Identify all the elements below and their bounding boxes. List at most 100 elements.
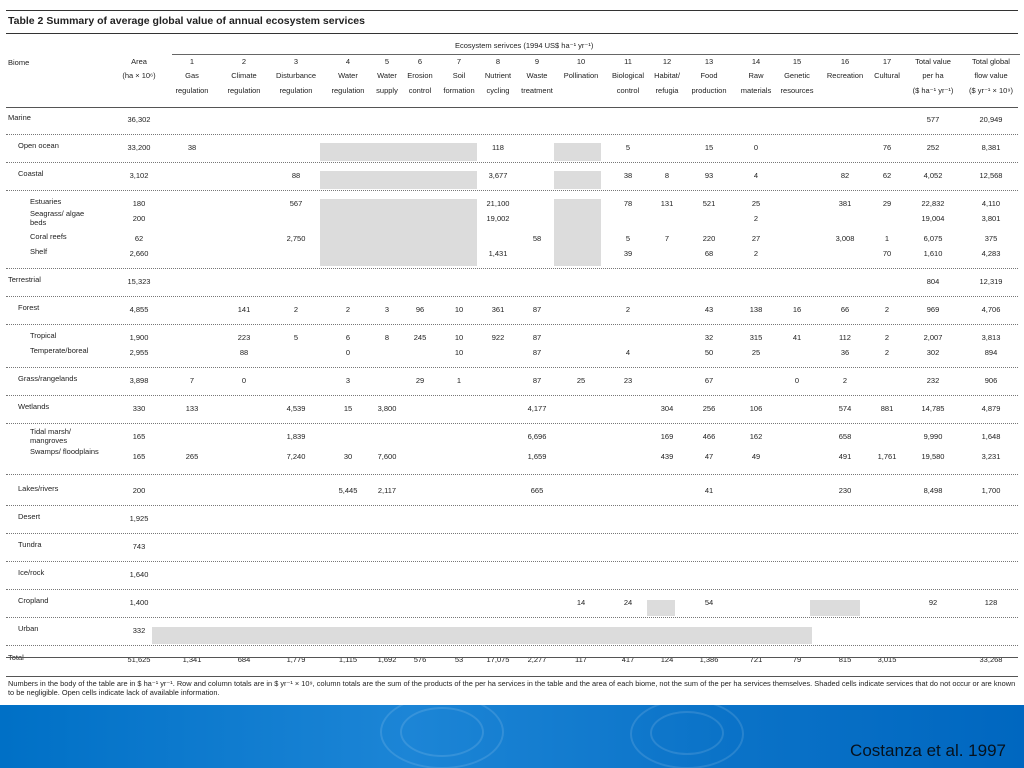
table-row: Total 51,625 1,341 684 1,779 1,115 1,692 576 53 1… — [0, 653, 1024, 666]
table-cell: 15 — [343, 404, 353, 413]
row-label: Tidal marsh/ mangroves — [30, 427, 71, 445]
row-divider — [6, 645, 1018, 646]
table-cell: 4,110 — [981, 199, 1001, 208]
table-cell: 2 — [842, 376, 848, 385]
table-cell: 38 — [623, 171, 633, 180]
table-cell: 906 — [984, 376, 998, 385]
row-divider — [6, 367, 1018, 368]
column-header-18-l1: Cultural — [874, 71, 900, 80]
table-cell: 1,779 — [286, 655, 306, 664]
column-header-17-l1: Recreation — [826, 71, 864, 80]
citation-credit: Costanza et al. 1997 — [850, 741, 1006, 760]
column-header-15-l2: materials — [740, 86, 772, 95]
table-cell: 20,949 — [979, 115, 1003, 124]
table-cell: 1,925 — [129, 514, 149, 523]
table-cell: 2 — [884, 305, 890, 314]
row-divider — [6, 561, 1018, 562]
table-cell: 16 — [792, 305, 802, 314]
shade-cropland-16 — [810, 600, 860, 616]
table-cell: 117 — [575, 655, 587, 664]
table-cell: 92 — [928, 598, 938, 607]
table-cell: 8 — [384, 333, 390, 342]
table-cell: 50 — [704, 348, 714, 357]
table-row: Coral reefs 62 2,750 58 5 7 220 27 3,008 1 6,075 37… — [0, 232, 1024, 245]
table-row: Lakes/rivers 200 5,445 2,117 665 41 230 8,498 1,… — [0, 484, 1024, 497]
table-cell: 265 — [185, 452, 199, 461]
column-header-2-l1: Gas — [185, 71, 199, 80]
table-cell: 1,648 — [981, 432, 1001, 441]
table-cell: 47 — [704, 452, 714, 461]
table-cell: 30 — [343, 452, 353, 461]
table-cell: 1,700 — [981, 486, 1001, 495]
table-cell: 23 — [623, 376, 633, 385]
table-row: Cropland 1,400 14 24 54 92 128 — [0, 596, 1024, 609]
table-row: Estuaries 180 567 21,100 78 131 521 25 381 29 22,8… — [0, 197, 1024, 210]
table-cell: 8,498 — [923, 486, 943, 495]
table-cell: 1,640 — [129, 570, 149, 579]
table-cell: 25 — [751, 199, 761, 208]
table-row: Open ocean 33,200 38 118 5 15 0 76 252 8,381 — [0, 141, 1024, 154]
row-divider — [6, 423, 1018, 424]
row-divider — [6, 190, 1018, 191]
table-cell: 1,610 — [923, 249, 943, 258]
table-cell: 2,277 — [527, 655, 547, 664]
row-label: Swamps/ floodplains — [30, 447, 99, 456]
column-header-14-l1: Food — [700, 71, 718, 80]
column-header-5-l2: regulation — [331, 86, 365, 95]
table-cell: 3 — [384, 305, 390, 314]
table-cell: 665 — [530, 486, 544, 495]
table-cell: 112 — [839, 333, 851, 342]
table-cell: 0 — [753, 143, 759, 152]
row-label: Grass/rangelands — [18, 374, 78, 383]
column-header-11-l1: Pollination — [563, 71, 599, 80]
table-cell: 33,268 — [979, 655, 1003, 664]
table-cell: 27 — [751, 234, 761, 243]
column-header-20-l1: Total global — [972, 57, 1010, 66]
slide-content: Table 2 Summary of average global value … — [0, 10, 1024, 697]
table-cell: 1,659 — [527, 452, 547, 461]
table-row: Marine 36,302 577 20,949 — [0, 113, 1024, 126]
table-cell: 25 — [751, 348, 761, 357]
row-label: Coral reefs — [30, 232, 67, 241]
column-header-6-l2: supply — [376, 86, 398, 95]
row-divider — [6, 395, 1018, 396]
table-cell: 165 — [132, 452, 146, 461]
column-header-18-num: 17 — [882, 57, 892, 66]
row-divider — [6, 324, 1018, 325]
slide-footer-band: Costanza et al. 1997 — [0, 705, 1024, 768]
table-cell: 17,075 — [486, 655, 510, 664]
column-header-16-num: 15 — [792, 57, 802, 66]
table-cell: 62 — [882, 171, 892, 180]
table-cell: 2 — [884, 333, 890, 342]
table-cell: 0 — [345, 348, 351, 357]
table-cell: 67 — [704, 376, 714, 385]
column-header-3-num: 2 — [241, 57, 247, 66]
column-header-2-l2: regulation — [175, 86, 209, 95]
shade-coastal-sub-4-7 — [320, 199, 477, 266]
biome-header: Biome — [8, 58, 30, 67]
table-cell: 7,600 — [377, 452, 397, 461]
shade-cropland-12 — [647, 600, 675, 616]
table-cell: 88 — [291, 171, 301, 180]
row-divider — [6, 617, 1018, 618]
table-cell: 8 — [664, 171, 670, 180]
table-row: Coastal 3,102 88 3,677 38 8 93 4 82 62 4,052 12,568 — [0, 169, 1024, 182]
table-cell: 658 — [838, 432, 852, 441]
table-cell: 381 — [838, 199, 852, 208]
row-label: Cropland — [18, 596, 49, 605]
table-footnote: Numbers in the body of the table are in … — [8, 679, 1016, 697]
row-label: Desert — [18, 512, 41, 521]
table-cell: 66 — [840, 305, 850, 314]
table-cell: 36,302 — [127, 115, 151, 124]
table-cell: 2 — [753, 249, 759, 258]
table-cell: 3,102 — [129, 171, 149, 180]
column-header-19-l3: ($ ha⁻¹ yr⁻¹) — [912, 86, 954, 95]
table-cell: 93 — [704, 171, 714, 180]
table-cell: 4 — [625, 348, 631, 357]
column-header-5-num: 4 — [345, 57, 351, 66]
table-cell: 6 — [345, 333, 351, 342]
table-row: Tidal marsh/ mangroves 165 1,839 6,696 169 46… — [0, 427, 1024, 445]
table-cell: 7 — [664, 234, 670, 243]
table-cell: 4,052 — [923, 171, 943, 180]
table-cell: 3,231 — [981, 452, 1001, 461]
